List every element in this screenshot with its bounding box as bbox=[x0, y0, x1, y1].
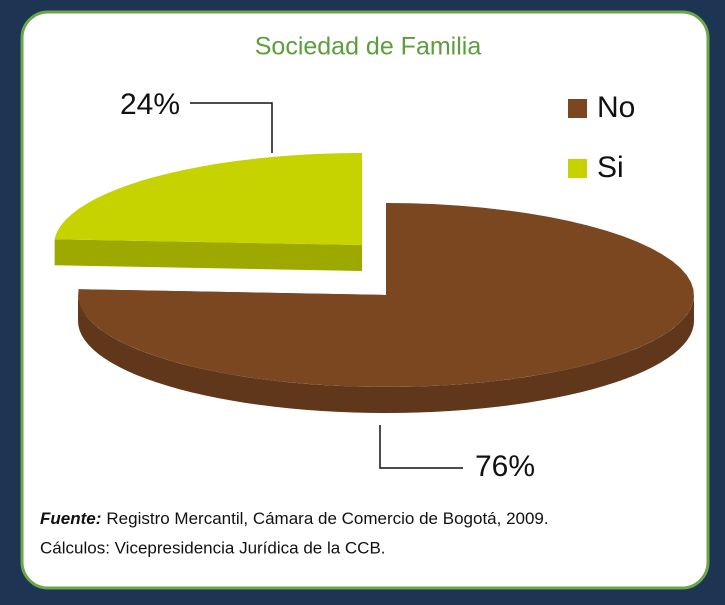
leader-line bbox=[190, 102, 273, 153]
source-text: Registro Mercantil, Cámara de Comercio d… bbox=[106, 509, 548, 528]
source: Fuente: Registro Mercantil, Cámara de Com… bbox=[40, 509, 549, 528]
slice bbox=[54, 153, 363, 245]
legend-label: No bbox=[597, 91, 635, 124]
slice-edge bbox=[54, 239, 363, 271]
legend-label: Si bbox=[597, 151, 624, 184]
slice-side bbox=[78, 295, 694, 413]
legend-swatch bbox=[568, 99, 587, 118]
slice bbox=[78, 203, 694, 387]
chart-title: Sociedad de Familia bbox=[255, 33, 482, 61]
legend-swatch bbox=[568, 159, 587, 178]
leader-line bbox=[379, 425, 463, 469]
note: Cálculos: Vicepresidencia Jurídica de la… bbox=[40, 538, 386, 557]
source-label: Fuente: bbox=[40, 509, 101, 528]
data-label: 24% bbox=[120, 88, 180, 121]
data-label: 76% bbox=[475, 450, 535, 483]
